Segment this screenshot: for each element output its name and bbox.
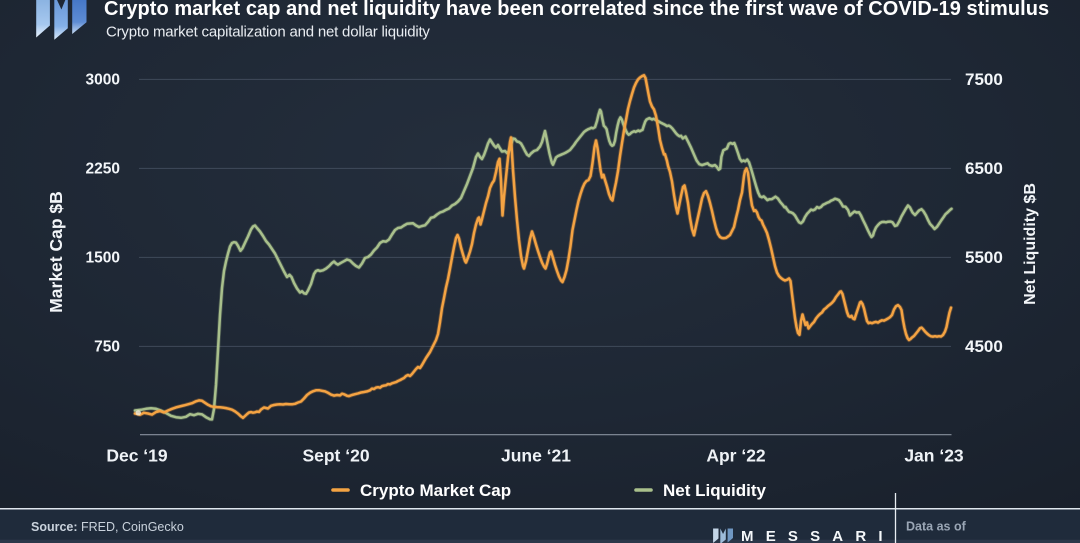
svg-text:5500: 5500 xyxy=(965,248,1003,267)
svg-text:Crypto market capitalization a: Crypto market capitalization and net dol… xyxy=(106,24,430,41)
svg-text:Jan ‘23: Jan ‘23 xyxy=(904,446,964,466)
svg-text:June ‘21: June ‘21 xyxy=(501,446,571,466)
svg-text:MESSARI: MESSARI xyxy=(741,528,895,543)
svg-text:1500: 1500 xyxy=(86,250,120,267)
svg-text:6500: 6500 xyxy=(965,159,1003,178)
svg-text:Crypto Market Cap: Crypto Market Cap xyxy=(360,481,511,500)
svg-text:750: 750 xyxy=(94,339,120,356)
svg-text:4500: 4500 xyxy=(965,337,1003,356)
svg-text:3000: 3000 xyxy=(86,72,120,89)
svg-text:Dec ‘19: Dec ‘19 xyxy=(106,446,168,466)
svg-text:Crypto market cap and net liqu: Crypto market cap and net liquidity have… xyxy=(104,0,1049,20)
svg-text:2250: 2250 xyxy=(86,161,120,178)
svg-text:Data as of: Data as of xyxy=(906,520,967,534)
svg-text:Market Cap $B: Market Cap $B xyxy=(46,191,66,313)
svg-text:Net Liquidity: Net Liquidity xyxy=(663,481,766,500)
svg-text:Apr ‘22: Apr ‘22 xyxy=(706,446,766,466)
svg-text:7500: 7500 xyxy=(965,70,1003,89)
svg-text:Net Liquidity $B: Net Liquidity $B xyxy=(1022,183,1039,305)
svg-text:Sept ‘20: Sept ‘20 xyxy=(302,446,369,466)
svg-text:Source: FRED, CoinGecko: Source: FRED, CoinGecko xyxy=(31,520,184,534)
